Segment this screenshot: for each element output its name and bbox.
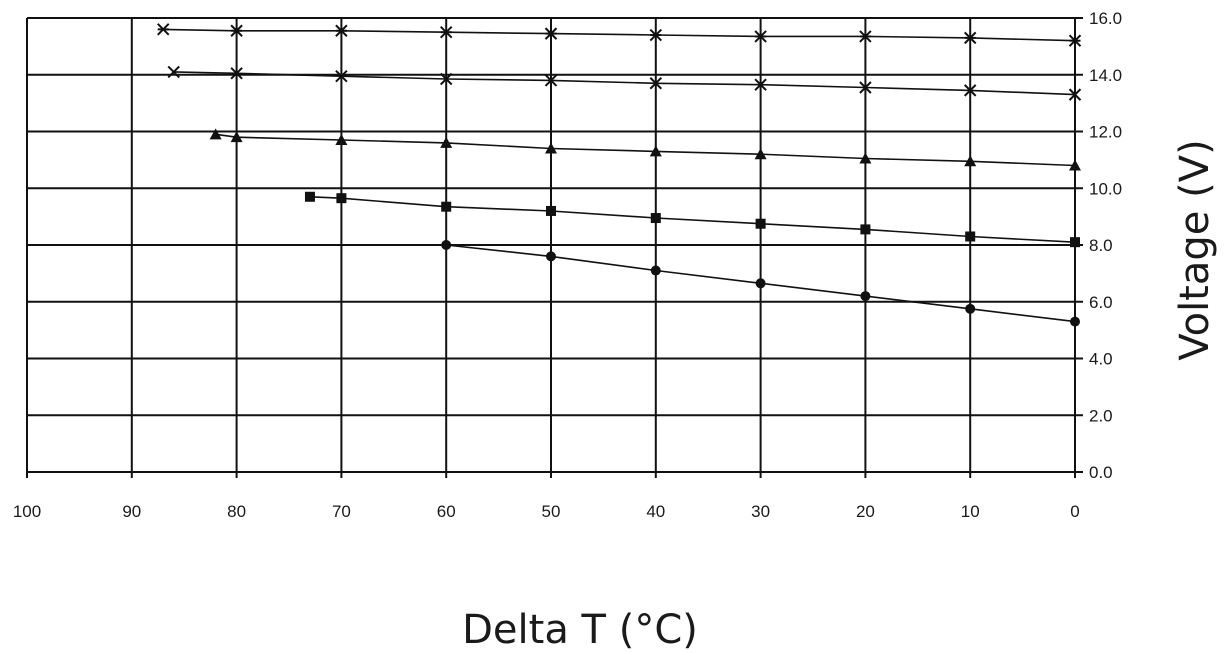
- triangle-marker: [440, 136, 453, 148]
- triangle-marker: [230, 131, 243, 143]
- series-line: [163, 28, 1076, 42]
- x-tick-label: 60: [437, 502, 456, 521]
- triangle-marker: [859, 152, 872, 164]
- y-tick-label: 14.0: [1089, 66, 1122, 85]
- x-tick-label: 40: [646, 502, 665, 521]
- y-tick-label: 6.0: [1089, 293, 1113, 312]
- triangle-marker: [1069, 159, 1081, 171]
- asterisk-marker: [544, 27, 558, 40]
- y-tick-label: 2.0: [1089, 406, 1113, 425]
- x-marker: [859, 81, 872, 94]
- x-tick-label: 90: [122, 502, 141, 521]
- triangle-marker: [754, 148, 767, 160]
- series-line: [309, 196, 1076, 243]
- x-tick-label: 30: [751, 502, 770, 521]
- x-marker: [649, 77, 663, 90]
- circle-marker: [755, 278, 766, 289]
- series-group: [157, 23, 1082, 327]
- y-tick-label: 0.0: [1089, 463, 1113, 482]
- triangle-marker: [545, 142, 557, 154]
- x-marker: [754, 78, 767, 91]
- series-circle: [441, 240, 1080, 327]
- asterisk-marker: [963, 31, 977, 45]
- x-tick-label: 20: [856, 502, 875, 521]
- square-marker: [304, 191, 315, 202]
- square-marker: [755, 218, 766, 229]
- x-marker: [544, 74, 558, 87]
- y-axis-title: Voltage (V): [1172, 139, 1218, 360]
- y-tick-label: 8.0: [1089, 236, 1113, 255]
- asterisk-marker: [335, 24, 348, 37]
- tick-labels: 100 90 80 70 60 50 40 30 20 10 00.02.04.06.08.010.…: [13, 9, 1122, 521]
- series-triangle: [209, 128, 1081, 171]
- circle-marker: [1070, 316, 1080, 327]
- asterisk-marker: [754, 30, 767, 43]
- y-tick-label: 16.0: [1089, 9, 1122, 28]
- series-line: [173, 71, 1076, 96]
- square-marker: [1070, 237, 1080, 248]
- y-tick-label: 4.0: [1089, 350, 1113, 369]
- x-tick-label: 80: [227, 502, 246, 521]
- x-marker: [439, 72, 453, 86]
- circle-marker: [860, 291, 871, 302]
- square-marker: [965, 231, 976, 242]
- x-marker: [335, 69, 348, 83]
- x-marker: [230, 67, 243, 80]
- grid: [26, 17, 1083, 478]
- series-square: [304, 191, 1080, 248]
- triangle-marker: [964, 155, 977, 167]
- x-marker: [1068, 88, 1082, 101]
- triangle-marker: [335, 134, 348, 146]
- square-marker: [860, 224, 871, 235]
- asterisk-marker: [157, 23, 170, 36]
- series-asterisk: [157, 23, 1082, 47]
- square-marker: [441, 201, 452, 212]
- square-marker: [546, 205, 556, 216]
- circle-marker: [965, 303, 976, 314]
- circle-marker: [546, 251, 556, 262]
- circle-marker: [650, 265, 661, 276]
- x-tick-label: 0: [1070, 502, 1079, 521]
- square-marker: [650, 213, 661, 224]
- x-tick-label: 100: [13, 502, 41, 521]
- asterisk-marker: [1068, 34, 1082, 47]
- series-x: [167, 65, 1082, 101]
- x-marker: [167, 65, 180, 79]
- x-tick-label: 10: [961, 502, 980, 521]
- y-tick-label: 12.0: [1089, 123, 1122, 142]
- x-tick-label: 70: [332, 502, 351, 521]
- asterisk-marker: [649, 28, 663, 42]
- x-tick-label: 50: [542, 502, 561, 521]
- circle-marker: [441, 240, 452, 250]
- asterisk-marker: [230, 24, 243, 37]
- square-marker: [336, 193, 347, 204]
- x-marker: [963, 84, 977, 97]
- x-axis-title: Delta T (°C): [462, 607, 698, 653]
- asterisk-marker: [439, 25, 453, 39]
- asterisk-marker: [859, 30, 872, 43]
- series-line: [215, 133, 1076, 167]
- y-tick-label: 10.0: [1089, 179, 1122, 198]
- triangle-marker: [209, 128, 222, 140]
- triangle-marker: [649, 145, 662, 157]
